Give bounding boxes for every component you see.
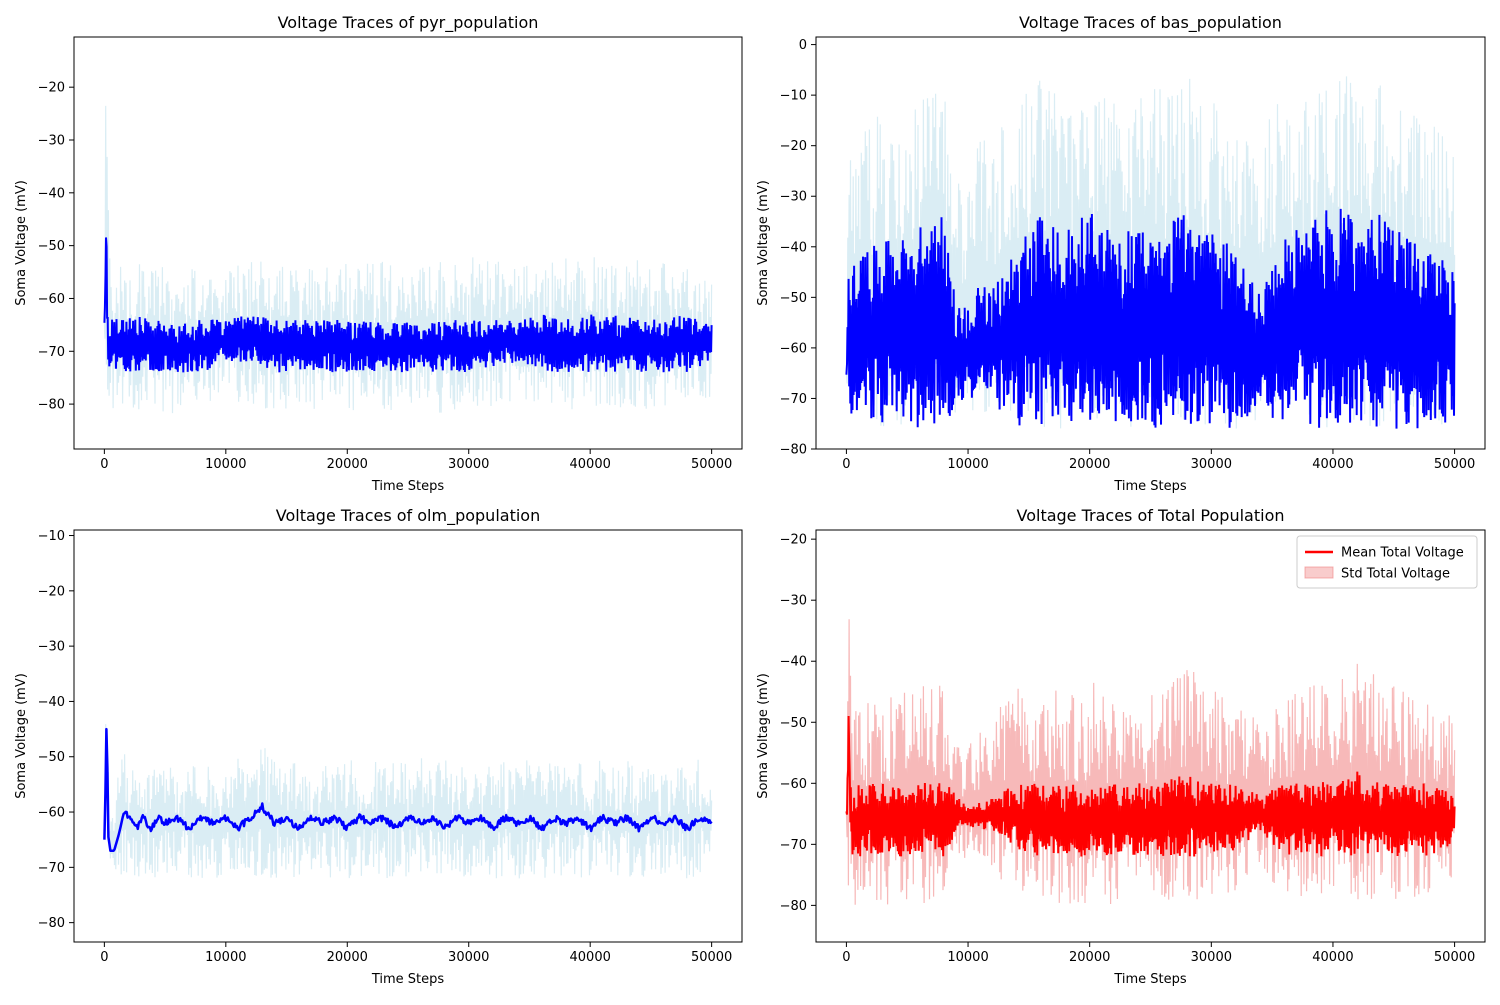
std-band-trace bbox=[103, 724, 713, 879]
y-tick-label: −50 bbox=[38, 239, 65, 254]
axes-frame bbox=[815, 529, 1486, 943]
x-tick-label: 10000 bbox=[947, 457, 988, 472]
x-tick-label: 10000 bbox=[947, 950, 988, 965]
y-tick-label: −80 bbox=[38, 398, 65, 413]
plot-area bbox=[845, 76, 1456, 429]
legend-entry-label: Std Total Voltage bbox=[1341, 567, 1450, 582]
y-tick-label: 0 bbox=[799, 38, 807, 53]
chart-title: Voltage Traces of pyr_population bbox=[278, 13, 539, 33]
legend-entry-label: Mean Total Voltage bbox=[1341, 546, 1464, 561]
x-axis-label: Time Steps bbox=[1113, 479, 1187, 494]
y-tick-label: −30 bbox=[38, 640, 65, 655]
y-tick-label: −60 bbox=[38, 806, 65, 821]
std-band-trace bbox=[845, 619, 1456, 905]
y-tick-label: −60 bbox=[780, 777, 807, 792]
x-tick-label: 10000 bbox=[205, 457, 246, 472]
mean-trace bbox=[845, 715, 1456, 857]
x-tick-label: 30000 bbox=[448, 950, 489, 965]
y-tick-label: −70 bbox=[38, 861, 65, 876]
y-tick-label: −20 bbox=[780, 533, 807, 548]
x-tick-label: 50000 bbox=[691, 457, 732, 472]
y-tick-label: −40 bbox=[38, 695, 65, 710]
y-tick-label: −80 bbox=[780, 443, 807, 458]
x-tick-label: 20000 bbox=[327, 950, 368, 965]
y-tick-label: −80 bbox=[780, 899, 807, 914]
x-tick-label: 30000 bbox=[448, 457, 489, 472]
y-axis-label: Soma Voltage (mV) bbox=[756, 673, 771, 799]
chart-panel-4: 0 10000 20000 30000 40000 50000 −80 −70 −60 −50 −4… bbox=[756, 506, 1486, 987]
x-tick-label: 0 bbox=[842, 950, 850, 965]
x-tick-label: 0 bbox=[100, 457, 108, 472]
x-tick-label: 40000 bbox=[570, 950, 611, 965]
x-tick-label: 20000 bbox=[327, 457, 368, 472]
chart-panel-2: 0 10000 20000 30000 40000 50000 −80 −70 −60 −50 −4… bbox=[756, 13, 1486, 494]
x-axis-label: Time Steps bbox=[371, 972, 445, 987]
chart-panel-3: 0 10000 20000 30000 40000 50000 −80 −70 −60 −50 −4… bbox=[14, 506, 743, 987]
y-tick-label: −30 bbox=[780, 190, 807, 205]
y-tick-label: −40 bbox=[780, 655, 807, 670]
axes-frame bbox=[73, 36, 743, 450]
plot-area bbox=[103, 105, 713, 414]
y-tick-label: −40 bbox=[780, 240, 807, 255]
x-tick-label: 30000 bbox=[1191, 950, 1232, 965]
y-axis-label: Soma Voltage (mV) bbox=[14, 180, 29, 306]
x-tick-label: 20000 bbox=[1069, 950, 1110, 965]
x-tick-label: 20000 bbox=[1069, 457, 1110, 472]
x-tick-label: 0 bbox=[842, 457, 850, 472]
x-tick-label: 40000 bbox=[1312, 457, 1353, 472]
legend: Mean Total Voltage Std Total Voltage bbox=[1296, 535, 1478, 589]
x-tick-label: 50000 bbox=[691, 950, 732, 965]
legend-swatch-patch bbox=[1304, 566, 1334, 579]
x-tick-label: 10000 bbox=[205, 950, 246, 965]
x-tick-label: 40000 bbox=[1312, 950, 1353, 965]
x-axis-label: Time Steps bbox=[371, 479, 445, 494]
x-tick-label: 50000 bbox=[1434, 457, 1475, 472]
axes-frame bbox=[73, 529, 743, 943]
y-tick-label: −30 bbox=[780, 594, 807, 609]
chart-panel-1: 0 10000 20000 30000 40000 50000 −80 −70 −60 −50 −4… bbox=[14, 13, 743, 494]
x-tick-label: 0 bbox=[100, 950, 108, 965]
y-tick-label: −20 bbox=[780, 139, 807, 154]
x-tick-label: 50000 bbox=[1434, 950, 1475, 965]
y-tick-label: −10 bbox=[780, 89, 807, 104]
y-axis-label: Soma Voltage (mV) bbox=[756, 180, 771, 306]
x-tick-label: 30000 bbox=[1191, 457, 1232, 472]
mean-trace bbox=[103, 237, 713, 373]
std-band-trace bbox=[845, 76, 1456, 429]
y-tick-label: −50 bbox=[780, 291, 807, 306]
y-axis-label: Soma Voltage (mV) bbox=[14, 673, 29, 799]
x-axis-label: Time Steps bbox=[1113, 972, 1187, 987]
chart-title: Voltage Traces of olm_population bbox=[276, 506, 540, 526]
y-tick-label: −70 bbox=[38, 345, 65, 360]
y-tick-label: −40 bbox=[38, 186, 65, 201]
y-tick-label: −60 bbox=[38, 292, 65, 307]
y-tick-label: −50 bbox=[38, 750, 65, 765]
y-tick-label: −80 bbox=[38, 916, 65, 931]
plot-area bbox=[845, 619, 1456, 905]
y-tick-label: −60 bbox=[780, 341, 807, 356]
plot-area bbox=[103, 724, 713, 879]
chart-title: Voltage Traces of bas_population bbox=[1019, 13, 1282, 33]
y-tick-label: −10 bbox=[38, 529, 65, 544]
y-tick-label: −50 bbox=[780, 716, 807, 731]
y-tick-label: −30 bbox=[38, 134, 65, 149]
y-tick-label: −70 bbox=[780, 838, 807, 853]
mean-trace bbox=[103, 727, 713, 853]
mean-trace bbox=[845, 208, 1456, 429]
x-tick-label: 40000 bbox=[570, 457, 611, 472]
axes-frame bbox=[815, 36, 1486, 450]
y-tick-label: −20 bbox=[38, 584, 65, 599]
chart-title: Voltage Traces of Total Population bbox=[1017, 506, 1285, 525]
y-tick-label: −20 bbox=[38, 81, 65, 96]
legend-box bbox=[1296, 535, 1478, 589]
y-tick-label: −70 bbox=[780, 392, 807, 407]
